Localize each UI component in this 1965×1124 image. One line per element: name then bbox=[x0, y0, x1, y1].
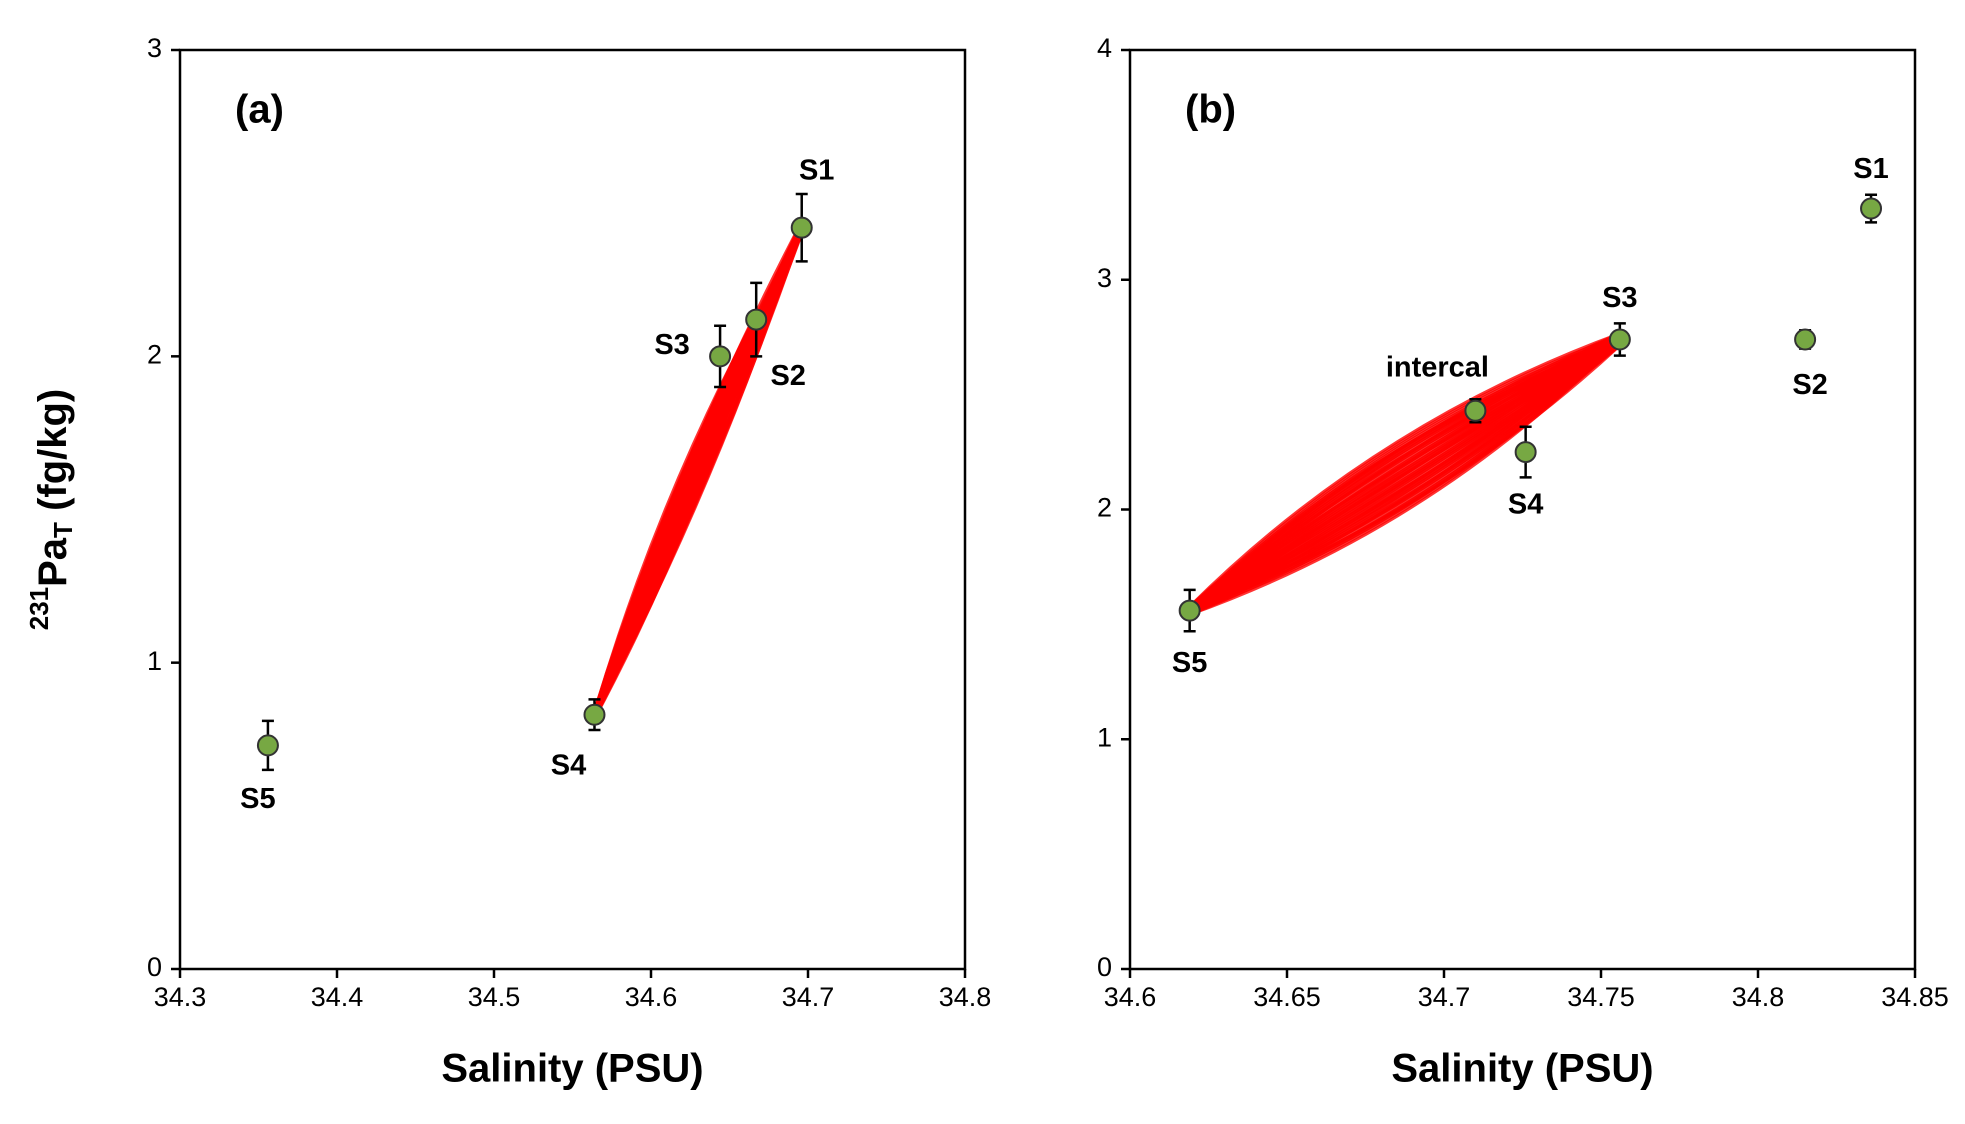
y-tick-label: 4 bbox=[1097, 33, 1112, 63]
panel-label: (a) bbox=[235, 88, 284, 132]
y-tick-label: 2 bbox=[147, 339, 162, 369]
data-point bbox=[1608, 328, 1631, 351]
y-tick-label: 2 bbox=[1097, 493, 1112, 523]
point-label: S5 bbox=[1172, 647, 1207, 679]
point-label: S4 bbox=[551, 749, 586, 781]
mixing-envelope bbox=[1188, 332, 1621, 617]
data-point bbox=[1464, 399, 1487, 422]
y-axis-title-main: Pa bbox=[31, 537, 75, 587]
y-axis-title: 231PaT (fg/kg) bbox=[24, 389, 78, 631]
x-tick-label: 34.7 bbox=[782, 982, 835, 1012]
y-tick-label: 0 bbox=[1097, 952, 1112, 982]
data-point bbox=[1178, 599, 1201, 622]
mixing-curve bbox=[1189, 334, 1621, 608]
y-axis-title-sup: 231 bbox=[24, 587, 54, 630]
y-tick-label: 3 bbox=[147, 33, 162, 63]
mixing-curve bbox=[1189, 334, 1621, 613]
point-label: S1 bbox=[799, 154, 834, 186]
point-label: S3 bbox=[654, 329, 689, 361]
panel-label: (b) bbox=[1185, 88, 1236, 132]
point-label: S2 bbox=[770, 360, 805, 392]
x-tick-label: 34.7 bbox=[1418, 982, 1471, 1012]
mixing-curve bbox=[1188, 332, 1621, 608]
x-axis-title: Salinity (PSU) bbox=[441, 1047, 703, 1091]
x-tick-label: 34.4 bbox=[311, 982, 364, 1012]
x-axis-title: Salinity (PSU) bbox=[1391, 1047, 1653, 1091]
data-point bbox=[1860, 197, 1883, 220]
data-point bbox=[583, 703, 606, 726]
point-label: S4 bbox=[1508, 489, 1543, 521]
x-tick-label: 34.65 bbox=[1253, 982, 1321, 1012]
x-tick-label: 34.8 bbox=[939, 982, 992, 1012]
x-tick-label: 34.8 bbox=[1732, 982, 1785, 1012]
mixing-curve bbox=[1188, 332, 1621, 608]
point-label: S1 bbox=[1853, 153, 1888, 185]
point-label: intercal bbox=[1386, 351, 1489, 383]
mixing-curve bbox=[1189, 336, 1621, 615]
y-axis-title-sub: T bbox=[48, 522, 78, 538]
y-tick-label: 3 bbox=[1097, 263, 1112, 293]
y-axis-title-rest: (fg/kg) bbox=[31, 389, 75, 522]
plot-frame bbox=[178, 48, 967, 971]
mixing-curve bbox=[593, 319, 758, 720]
data-point bbox=[1514, 441, 1537, 464]
data-point bbox=[1794, 328, 1817, 351]
x-tick-label: 34.6 bbox=[625, 982, 678, 1012]
x-tick-label: 34.6 bbox=[1104, 982, 1157, 1012]
data-point bbox=[709, 345, 732, 368]
x-tick-label: 34.85 bbox=[1881, 982, 1949, 1012]
x-tick-label: 34.75 bbox=[1567, 982, 1635, 1012]
y-tick-label: 1 bbox=[147, 646, 162, 676]
data-point bbox=[256, 734, 279, 757]
point-label: S5 bbox=[240, 783, 275, 815]
data-point bbox=[790, 216, 813, 239]
y-tick-label: 1 bbox=[1097, 722, 1112, 752]
mixing-curve bbox=[1188, 334, 1621, 608]
data-point bbox=[745, 308, 768, 331]
point-label: S3 bbox=[1602, 282, 1637, 314]
x-tick-label: 34.3 bbox=[154, 982, 207, 1012]
mixing-curve bbox=[1189, 332, 1621, 611]
y-tick-label: 0 bbox=[147, 952, 162, 982]
mixing-curve bbox=[1189, 338, 1621, 617]
point-label: S2 bbox=[1792, 369, 1827, 401]
mixing-envelope bbox=[593, 220, 804, 720]
x-tick-label: 34.5 bbox=[468, 982, 521, 1012]
